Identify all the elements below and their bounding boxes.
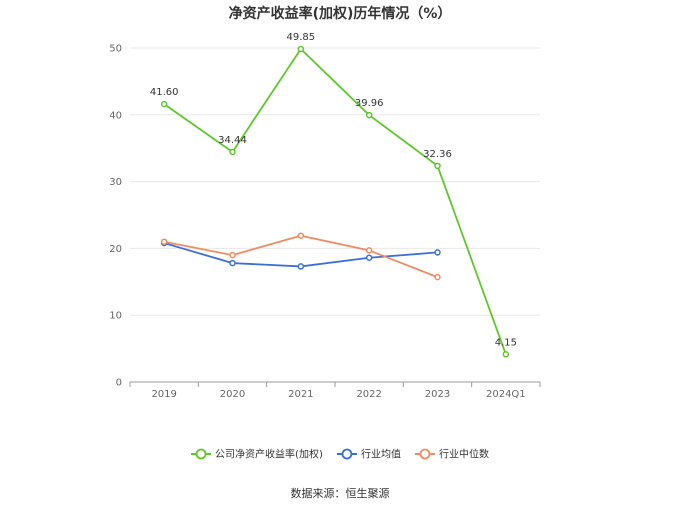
legend-label: 行业中位数 bbox=[439, 448, 489, 461]
legend-marker bbox=[195, 448, 207, 460]
data-point[interactable] bbox=[434, 249, 441, 256]
data-point[interactable] bbox=[297, 232, 305, 239]
legend-marker bbox=[341, 448, 353, 460]
data-point[interactable] bbox=[365, 247, 373, 254]
data-point[interactable] bbox=[160, 238, 168, 245]
x-tick-label: 2020 bbox=[220, 389, 245, 400]
data-point[interactable] bbox=[365, 254, 373, 262]
axes: 0 10 20 30 40 50 2019 2020 2021 2022 2023 2024Q1 bbox=[109, 44, 541, 400]
series-line bbox=[163, 242, 438, 268]
x-tick-label: 2024Q1 bbox=[486, 389, 526, 400]
source-note: 数据来源：恒生聚源 bbox=[291, 486, 390, 500]
y-tick-label: 50 bbox=[109, 44, 122, 55]
data-point[interactable] bbox=[297, 263, 305, 270]
data-point[interactable] bbox=[434, 273, 441, 281]
data-point[interactable] bbox=[229, 251, 236, 259]
data-label: 41.60 bbox=[150, 87, 179, 98]
x-tick-label: 2021 bbox=[288, 389, 313, 400]
legend-label: 公司净资产收益率(加权) bbox=[215, 448, 323, 461]
data-point[interactable] bbox=[229, 148, 236, 156]
legend-item[interactable]: 公司净资产收益率(加权) bbox=[191, 448, 323, 461]
y-tick-label: 40 bbox=[109, 110, 122, 121]
grid bbox=[130, 47, 540, 316]
y-tick-label: 30 bbox=[109, 177, 122, 188]
data-point[interactable] bbox=[502, 351, 510, 358]
y-tick-label: 0 bbox=[116, 378, 122, 389]
data-label: 49.85 bbox=[287, 32, 316, 43]
legend[interactable]: 公司净资产收益率(加权) 行业均值 行业中位数 bbox=[191, 448, 489, 461]
legend-label: 行业均值 bbox=[361, 448, 401, 461]
y-tick-label: 20 bbox=[109, 244, 122, 255]
data-point[interactable] bbox=[229, 259, 236, 267]
series-line bbox=[163, 47, 507, 355]
data-point[interactable] bbox=[160, 100, 168, 108]
data-label: 32.36 bbox=[423, 149, 452, 160]
chart-title: 净资产收益率(加权)历年情况（%） bbox=[229, 5, 452, 22]
data-point[interactable] bbox=[434, 162, 441, 170]
x-tick-label: 2023 bbox=[425, 389, 450, 400]
data-label: 4.15 bbox=[495, 337, 517, 348]
data-point[interactable] bbox=[365, 111, 373, 119]
data-label: 34.44 bbox=[218, 135, 247, 146]
legend-item[interactable]: 行业均值 bbox=[336, 448, 401, 461]
x-tick-label: 2022 bbox=[356, 389, 381, 400]
x-tick-label: 2019 bbox=[151, 389, 176, 400]
data-labels: 41.60 34.44 49.85 39.96 32.36 4.15 bbox=[150, 32, 517, 348]
legend-marker bbox=[419, 448, 431, 460]
y-tick-label: 10 bbox=[109, 311, 122, 322]
series bbox=[160, 45, 510, 358]
data-point[interactable] bbox=[297, 45, 305, 53]
legend-item[interactable]: 行业中位数 bbox=[414, 448, 489, 461]
data-label: 39.96 bbox=[355, 98, 384, 109]
